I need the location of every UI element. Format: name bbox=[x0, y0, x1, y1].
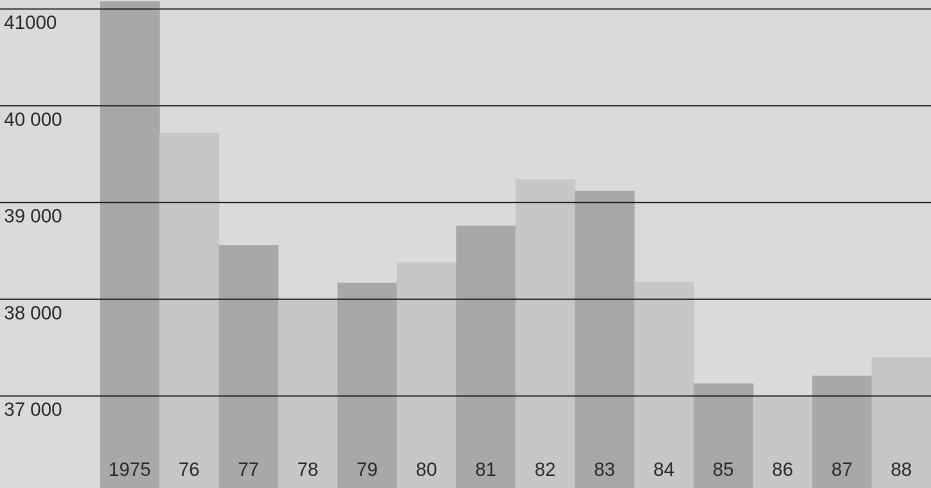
y-tick-label: 39 000 bbox=[4, 207, 62, 228]
y-tick-label: 38 000 bbox=[4, 303, 62, 324]
x-tick-label: 76 bbox=[178, 460, 199, 481]
bar-84 bbox=[634, 281, 695, 488]
bar-83 bbox=[574, 190, 635, 488]
bar-81 bbox=[456, 225, 516, 488]
bar-78 bbox=[278, 299, 338, 488]
bar-80 bbox=[396, 262, 457, 488]
x-tick-label: 82 bbox=[535, 460, 556, 481]
y-tick-label: 37 000 bbox=[4, 400, 62, 421]
bars-group bbox=[100, 1, 931, 488]
y-tick-labels: 41000 40 000 39 000 38 000 37 000 bbox=[4, 13, 62, 421]
y-tick-label: 40 000 bbox=[4, 110, 62, 131]
x-tick-label: 80 bbox=[416, 460, 437, 481]
bar-76 bbox=[159, 132, 220, 488]
bar-1975 bbox=[100, 1, 160, 488]
x-tick-label: 81 bbox=[475, 460, 496, 481]
x-tick-label: 87 bbox=[831, 460, 852, 481]
bar-77 bbox=[218, 245, 279, 488]
x-tick-label: 79 bbox=[357, 460, 378, 481]
x-tick-label: 83 bbox=[594, 460, 615, 481]
bar-82 bbox=[515, 179, 576, 488]
bar-86 bbox=[752, 396, 813, 488]
bar-79 bbox=[337, 282, 398, 488]
bar-87 bbox=[812, 375, 873, 488]
bar-85 bbox=[693, 383, 754, 488]
x-tick-labels: 1975 76 77 78 79 80 81 82 83 84 85 86 87 88 bbox=[109, 460, 912, 481]
x-tick-label: 1975 bbox=[109, 460, 151, 481]
y-tick-label: 41000 bbox=[4, 13, 57, 34]
x-tick-label: 78 bbox=[297, 460, 318, 481]
x-tick-label: 86 bbox=[772, 460, 793, 481]
x-tick-label: 88 bbox=[891, 460, 912, 481]
bar-88 bbox=[871, 357, 931, 488]
gridlines-group bbox=[0, 8, 931, 397]
x-tick-label: 77 bbox=[238, 460, 259, 481]
x-tick-label: 84 bbox=[653, 460, 675, 481]
x-tick-label: 85 bbox=[713, 460, 734, 481]
